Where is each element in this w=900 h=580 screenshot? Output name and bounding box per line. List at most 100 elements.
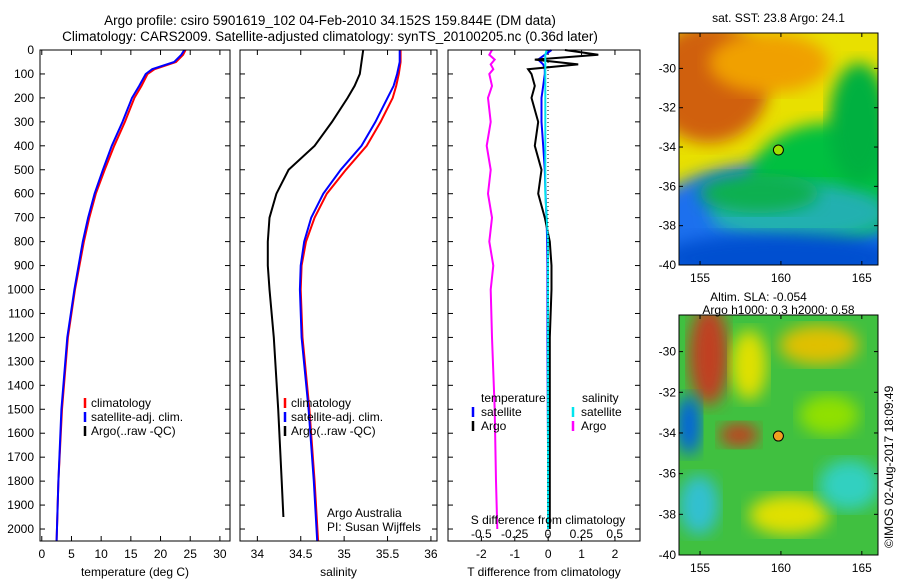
s-axis-label: S difference from climatology bbox=[471, 513, 626, 527]
x-tick-label: -2 bbox=[476, 547, 487, 561]
series-salinity-satellite bbox=[544, 49, 549, 529]
map-y-tick-label: -30 bbox=[659, 345, 677, 359]
x-tick-label: 5 bbox=[68, 547, 75, 561]
x-axis-label: salinity bbox=[320, 565, 357, 579]
x-tick-label: 10 bbox=[94, 547, 108, 561]
sst-map: 155 160 165 -30 -32 -34 -36 -38 -40 sat. SST: 23.… bbox=[659, 11, 879, 285]
map-y-tick-label: -32 bbox=[659, 385, 677, 399]
plot-frame bbox=[39, 49, 231, 542]
legend-label: Argo bbox=[481, 419, 507, 433]
map-y-tick-label: -32 bbox=[659, 101, 677, 115]
map-field-blob bbox=[699, 173, 819, 213]
x-axis-label: temperature (deg C) bbox=[81, 565, 189, 579]
credit-text: ©IMOS 02-Aug-2017 18:09:49 bbox=[882, 385, 896, 548]
sla-map: 155 160 165 -30 -32 -34 -36 -38 -40 Altim. SLA: -… bbox=[659, 290, 879, 575]
y-tick-label: 1400 bbox=[7, 378, 34, 392]
map-x-tick-label: 160 bbox=[771, 271, 791, 285]
x-tick-label: 2 bbox=[612, 547, 619, 561]
panel-salinity: 34 34.5 35 35.5 36 salinity climatologysatelli… bbox=[239, 49, 438, 579]
series-salinity-argo bbox=[485, 49, 499, 530]
y-tick-label: 1100 bbox=[8, 306, 34, 320]
map-y-tick-label: -30 bbox=[659, 61, 677, 75]
y-tick-label: 1500 bbox=[7, 402, 34, 416]
map-y-tick-label: -36 bbox=[659, 179, 677, 193]
x-tick-label: 30 bbox=[213, 547, 227, 561]
s-tick-label: 0.5 bbox=[606, 527, 623, 541]
map-title-line1: Altim. SLA: -0.054 bbox=[710, 290, 807, 304]
panel-differences: -2 -1 0 1 2 T difference from climatology temp… bbox=[447, 49, 641, 579]
x-tick-label: 35.5 bbox=[376, 547, 400, 561]
legend-label: satellite bbox=[481, 405, 522, 419]
title-line-1: Argo profile: csiro 5901619_102 04-Feb-2… bbox=[104, 13, 556, 28]
annotation: PI: Susan Wijffels bbox=[327, 520, 421, 534]
s-tick-label: 0.25 bbox=[570, 527, 594, 541]
legend-label: satellite bbox=[581, 405, 622, 419]
legend-label: satellite-adj. clim. bbox=[291, 410, 383, 424]
plot-frame bbox=[239, 49, 438, 542]
map-field-blob bbox=[799, 395, 859, 435]
y-tick-label: 1300 bbox=[7, 354, 34, 368]
series-climatology bbox=[299, 50, 402, 542]
map-field-blob bbox=[709, 33, 829, 93]
map-y-tick-label: -40 bbox=[659, 258, 677, 272]
s-tick-label: -0.25 bbox=[501, 527, 529, 541]
y-tick-label: 2000 bbox=[7, 522, 34, 536]
x-tick-label: 34.5 bbox=[289, 547, 313, 561]
y-tick-label: 100 bbox=[14, 67, 34, 81]
y-tick-label: 900 bbox=[14, 259, 34, 273]
map-field-blob bbox=[679, 475, 719, 535]
y-tick-label: 1800 bbox=[7, 474, 34, 488]
y-tick-label: 300 bbox=[14, 115, 34, 129]
map-title: sat. SST: 23.8 Argo: 24.1 bbox=[712, 11, 845, 25]
series-argo bbox=[266, 49, 365, 518]
y-tick-label: 400 bbox=[14, 139, 34, 153]
map-field-blob bbox=[689, 315, 729, 405]
x-tick-label: 0 bbox=[545, 547, 552, 561]
x-tick-label: -1 bbox=[509, 547, 520, 561]
legend-label: climatology bbox=[91, 396, 151, 410]
map-field-blob bbox=[679, 233, 878, 265]
x-tick-label: 36 bbox=[424, 547, 438, 561]
x-tick-label: 20 bbox=[154, 547, 168, 561]
map-title-line2: Argo h1000: 0.3 h2000: 0.58 bbox=[702, 303, 854, 317]
map-field-blob bbox=[731, 330, 767, 400]
plot-frame bbox=[447, 49, 641, 542]
series-satellite-adj-clim- bbox=[55, 49, 186, 542]
y-tick-label: 700 bbox=[14, 211, 34, 225]
map-x-tick-label: 165 bbox=[852, 271, 872, 285]
legend-label: Argo bbox=[581, 419, 607, 433]
x-tick-label: 25 bbox=[184, 547, 198, 561]
y-tick-label: 1700 bbox=[7, 450, 34, 464]
y-tick-label: 500 bbox=[14, 163, 34, 177]
float-location-marker bbox=[772, 144, 784, 156]
s-tick-label: 0 bbox=[545, 527, 552, 541]
map-field-blob bbox=[829, 63, 878, 183]
x-tick-label: 1 bbox=[578, 547, 585, 561]
map-x-tick-label: 155 bbox=[690, 561, 710, 575]
map-y-tick-label: -36 bbox=[659, 467, 677, 481]
y-tick-label: 200 bbox=[14, 91, 34, 105]
legend-label: climatology bbox=[291, 396, 351, 410]
legend-label: Argo(..raw -QC) bbox=[91, 424, 176, 438]
y-tick-label: 1900 bbox=[7, 498, 34, 512]
legend-label: satellite-adj. clim. bbox=[91, 410, 183, 424]
map-y-tick-label: -34 bbox=[659, 426, 677, 440]
legend-label: Argo(..raw -QC) bbox=[291, 424, 376, 438]
s-tick-label: -0.5 bbox=[471, 527, 492, 541]
map-y-tick-label: -38 bbox=[659, 219, 677, 233]
map-field-blob bbox=[679, 395, 701, 455]
map-frame bbox=[678, 314, 879, 556]
map-field-blob bbox=[749, 495, 829, 535]
float-location-marker bbox=[772, 430, 784, 442]
map-y-tick-label: -38 bbox=[659, 507, 677, 521]
x-tick-label: 0 bbox=[38, 547, 45, 561]
y-tick-label: 800 bbox=[14, 235, 34, 249]
series-satellite-adj-clim- bbox=[298, 50, 401, 542]
map-frame bbox=[678, 32, 879, 266]
y-tick-label: 1000 bbox=[7, 283, 34, 297]
y-tick-label: 0 bbox=[27, 43, 34, 57]
y-tick-label: 1600 bbox=[7, 426, 34, 440]
panel-temperature: 0 5 10 15 20 25 300100200300400500600700800900… bbox=[7, 43, 231, 579]
